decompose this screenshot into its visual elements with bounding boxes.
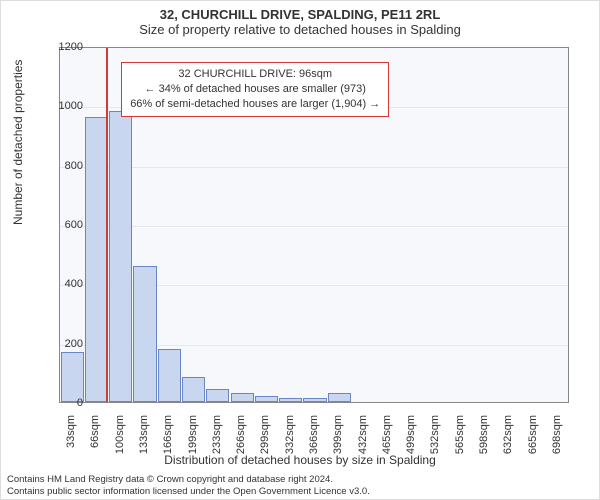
histogram-bar [279,398,302,402]
histogram-bar [133,266,156,402]
y-axis-label: Number of detached properties [11,60,25,225]
y-tick-label: 1000 [43,100,83,112]
y-tick-label: 800 [43,160,83,172]
gridline [60,167,568,168]
annotation-line: 32 CHURCHILL DRIVE: 96sqm [130,67,380,82]
footer-line1: Contains HM Land Registry data © Crown c… [7,474,370,485]
histogram-bar [303,398,326,402]
histogram-bar [158,349,181,402]
chart-area: 32 CHURCHILL DRIVE: 96sqm← 34% of detach… [59,47,569,403]
y-tick-label: 0 [43,397,83,409]
histogram-bar [231,393,254,402]
histogram-bar [109,111,132,402]
histogram-bar [255,396,278,402]
histogram-bar [206,389,229,402]
histogram-bar [61,352,84,402]
plot-area: 32 CHURCHILL DRIVE: 96sqm← 34% of detach… [59,47,569,403]
y-tick-label: 200 [43,338,83,350]
y-tick-label: 1200 [43,41,83,53]
y-tick-label: 400 [43,278,83,290]
title-address: 32, CHURCHILL DRIVE, SPALDING, PE11 2RL [1,1,599,22]
footer-line2: Contains public sector information licen… [7,486,370,497]
annotation-box: 32 CHURCHILL DRIVE: 96sqm← 34% of detach… [121,62,389,117]
x-axis-label: Distribution of detached houses by size … [1,453,599,467]
property-marker-line [106,48,108,402]
title-subtitle: Size of property relative to detached ho… [1,22,599,41]
chart-container: 32, CHURCHILL DRIVE, SPALDING, PE11 2RL … [0,0,600,500]
annotation-line: 66% of semi-detached houses are larger (… [130,97,380,112]
annotation-line: ← 34% of detached houses are smaller (97… [130,82,380,97]
gridline [60,226,568,227]
footer-attribution: Contains HM Land Registry data © Crown c… [7,474,370,497]
y-tick-label: 600 [43,219,83,231]
histogram-bar [182,377,205,402]
histogram-bar [328,393,351,402]
histogram-bar [85,117,108,402]
